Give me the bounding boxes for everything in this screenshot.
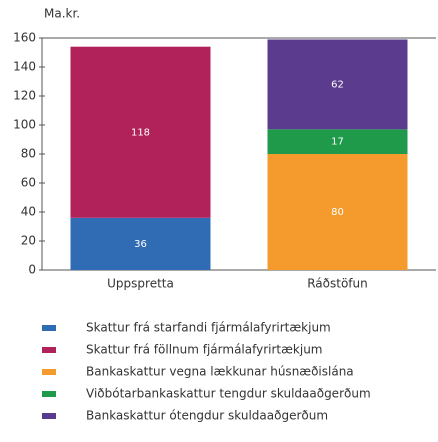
x-tick-label: Uppspretta (107, 277, 174, 291)
y-tick-label: 60 (21, 176, 36, 190)
bar-segment (70, 46, 211, 218)
legend-label: Bankaskattur ótengdur skuldaaðgerðum (86, 409, 328, 423)
y-axis-label: Ma.kr. (44, 7, 80, 21)
value-label: 17 (331, 137, 344, 148)
legend-swatch (42, 391, 56, 397)
value-label: 36 (134, 239, 147, 250)
legend-swatch (42, 347, 56, 353)
bar-segment (267, 39, 408, 130)
y-tick-label: 0 (28, 263, 36, 277)
legend-swatch (42, 413, 56, 419)
y-tick-label: 40 (21, 205, 36, 219)
x-tick-label: Ráðstöfun (307, 277, 368, 291)
legend-swatch (42, 369, 56, 375)
bar-segment (267, 129, 408, 154)
legend-label: Bankaskattur vegna lækkunar húsnæðislána (86, 365, 354, 379)
y-tick-label: 100 (13, 118, 36, 132)
y-tick-label: 120 (13, 89, 36, 103)
value-label: 80 (331, 207, 344, 218)
y-tick-label: 140 (13, 60, 36, 74)
legend-swatch (42, 325, 56, 331)
y-tick-label: 160 (13, 31, 36, 45)
y-tick-label: 20 (21, 234, 36, 248)
y-tick-label: 80 (21, 147, 36, 161)
value-label: 62 (331, 79, 344, 90)
value-label: 118 (131, 127, 150, 138)
legend-label: Skattur frá föllnum fjármálafyrirtækjum (86, 343, 323, 357)
bar-segment (267, 154, 408, 270)
bar-segment (70, 217, 211, 270)
legend-label: Skattur frá starfandi fjármálafyrirtækju… (86, 321, 331, 335)
legend-label: Viðbótarbankaskattur tengdur skuldaaðger… (86, 387, 371, 401)
